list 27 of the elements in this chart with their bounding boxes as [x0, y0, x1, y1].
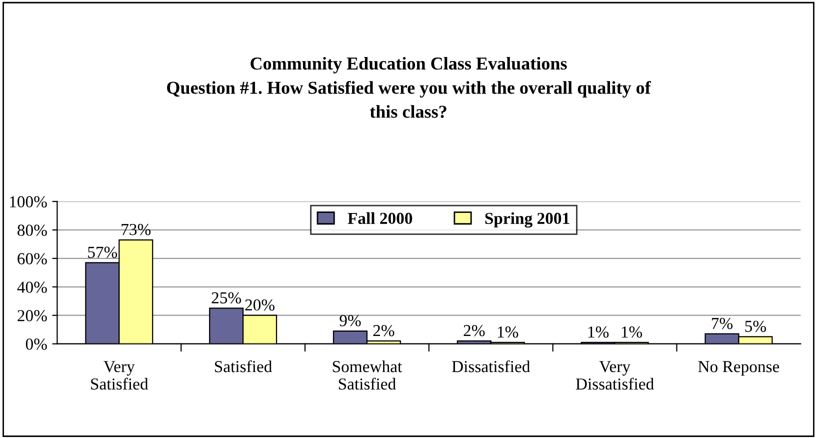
x-tick-label: Dissatisfied [452, 360, 530, 372]
y-tick-label: 0% [26, 338, 47, 350]
data-label: 25% [212, 292, 242, 304]
data-label: 2% [464, 324, 485, 336]
data-label: 1% [622, 326, 642, 338]
x-tick-label: Very Satisfied [91, 361, 148, 390]
data-label: 5% [745, 320, 766, 332]
data-label: 2% [373, 324, 394, 336]
x-tick-label: Very Dissatisfied [576, 361, 654, 390]
data-label: 9% [340, 314, 361, 326]
data-label: 57% [88, 246, 118, 258]
x-tick-label: Somewhat Satisfied [332, 360, 402, 390]
legend-label: Fall 2000 [348, 212, 412, 224]
x-tick-label: Satisfied [215, 360, 272, 372]
y-tick-label: 100% [10, 196, 47, 208]
y-tick-label: 20% [18, 310, 47, 322]
y-tick-label: 80% [18, 224, 47, 236]
chart-title: Community Education Class Evaluations Question #1. How Satisfied were you with the overall quality of this class? [167, 56, 652, 118]
y-tick-label: 40% [17, 282, 47, 293]
data-label: 1% [498, 326, 518, 338]
legend-label: Spring 2001 [485, 212, 570, 228]
data-label: 20% [245, 299, 274, 311]
data-label: 73% [122, 224, 151, 236]
x-tick-label: No Reponse [698, 361, 780, 376]
data-label: 1% [588, 326, 609, 338]
y-tick-label: 60% [18, 253, 47, 264]
data-label: 7% [712, 318, 733, 330]
